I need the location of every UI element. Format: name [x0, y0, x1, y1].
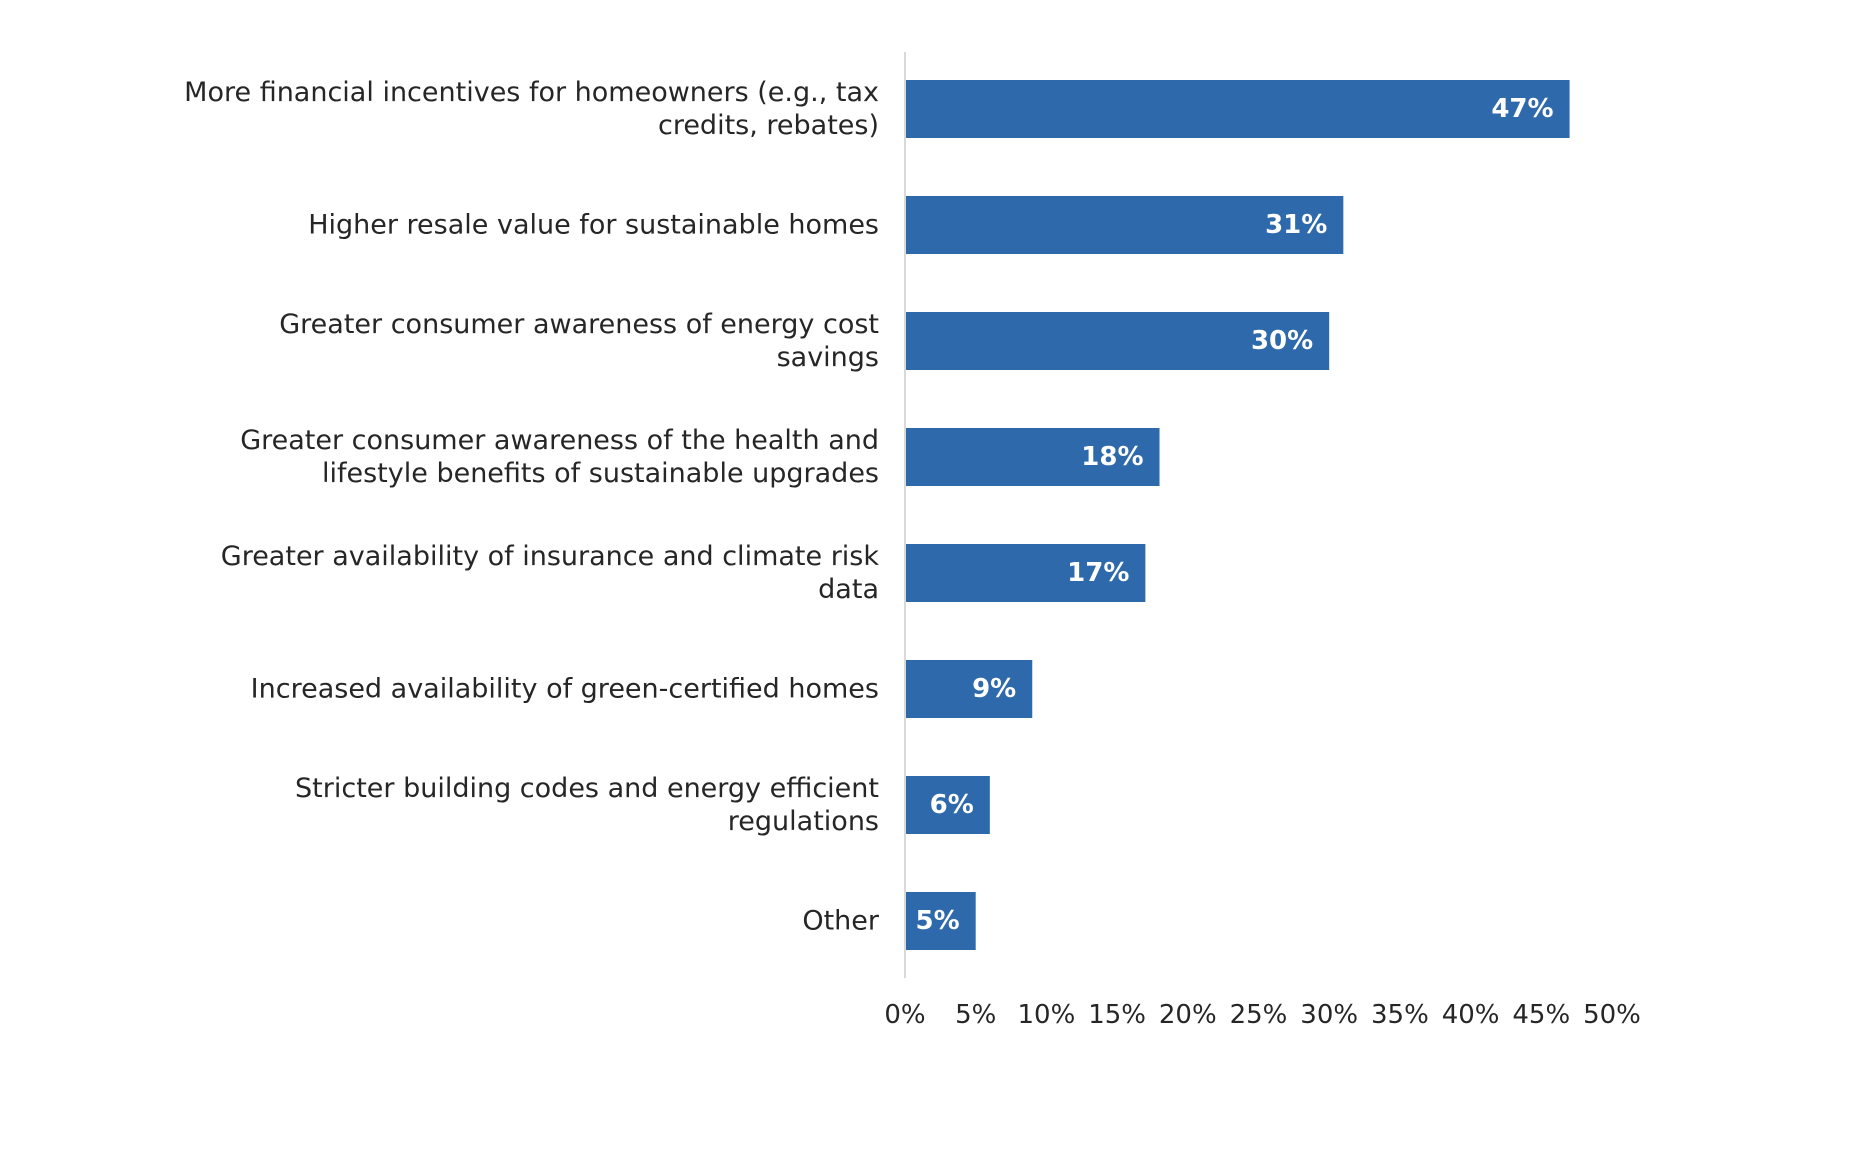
- x-tick-label-5: 25%: [1230, 1000, 1288, 1030]
- bar-value-label-5: 17%: [1067, 558, 1129, 588]
- bar-value-label-4: 18%: [1081, 442, 1143, 472]
- bar-4: [906, 428, 1160, 486]
- x-tick-label-2: 10%: [1018, 1000, 1076, 1030]
- bar-value-label-8: 5%: [916, 906, 960, 936]
- x-tick-label-6: 30%: [1300, 1000, 1358, 1030]
- bar-2: [906, 196, 1344, 254]
- x-tick-label-10: 50%: [1583, 1000, 1641, 1030]
- bar-6: [906, 660, 1033, 718]
- category-label-6: Increased availability of green-certifie…: [251, 674, 879, 705]
- bar-value-label-3: 30%: [1251, 326, 1313, 356]
- bar-value-label-6: 9%: [972, 674, 1016, 704]
- category-label-8: Other: [802, 906, 880, 937]
- bar-7: [906, 776, 990, 834]
- bar-value-label-7: 6%: [930, 790, 974, 820]
- bar-8: [906, 892, 976, 950]
- x-tick-label-4: 20%: [1159, 1000, 1217, 1030]
- category-label-5: Greater availability of insurance and cl…: [221, 541, 880, 605]
- bar-value-label-2: 31%: [1265, 210, 1327, 240]
- bars-group: 47% 31% 30% 18% 17% 9% 6% 5%: [906, 80, 1570, 950]
- x-tick-label-0: 0%: [884, 1000, 925, 1030]
- category-label-1: More financial incentives for homeowners…: [184, 77, 879, 141]
- category-label-4: Greater consumer awareness of the health…: [240, 425, 879, 489]
- x-tick-label-9: 45%: [1512, 1000, 1570, 1030]
- bar-value-label-1: 47%: [1491, 94, 1553, 124]
- x-tick-label-1: 5%: [955, 1000, 996, 1030]
- x-tick-label-7: 35%: [1371, 1000, 1429, 1030]
- x-axis-tick-labels: 0% 5% 10% 15% 20% 25% 30% 35% 40% 45% 50%: [884, 1000, 1641, 1030]
- category-label-2: Higher resale value for sustainable home…: [308, 210, 879, 241]
- category-label-7: Stricter building codes and energy effic…: [295, 773, 879, 837]
- bar-3: [906, 312, 1330, 370]
- category-labels: More financial incentives for homeowners…: [184, 77, 880, 937]
- x-tick-label-8: 40%: [1442, 1000, 1500, 1030]
- category-label-3: Greater consumer awareness of energy cos…: [279, 309, 879, 373]
- bar-1: [906, 80, 1570, 138]
- x-tick-label-3: 15%: [1088, 1000, 1146, 1030]
- bar-5: [906, 544, 1146, 602]
